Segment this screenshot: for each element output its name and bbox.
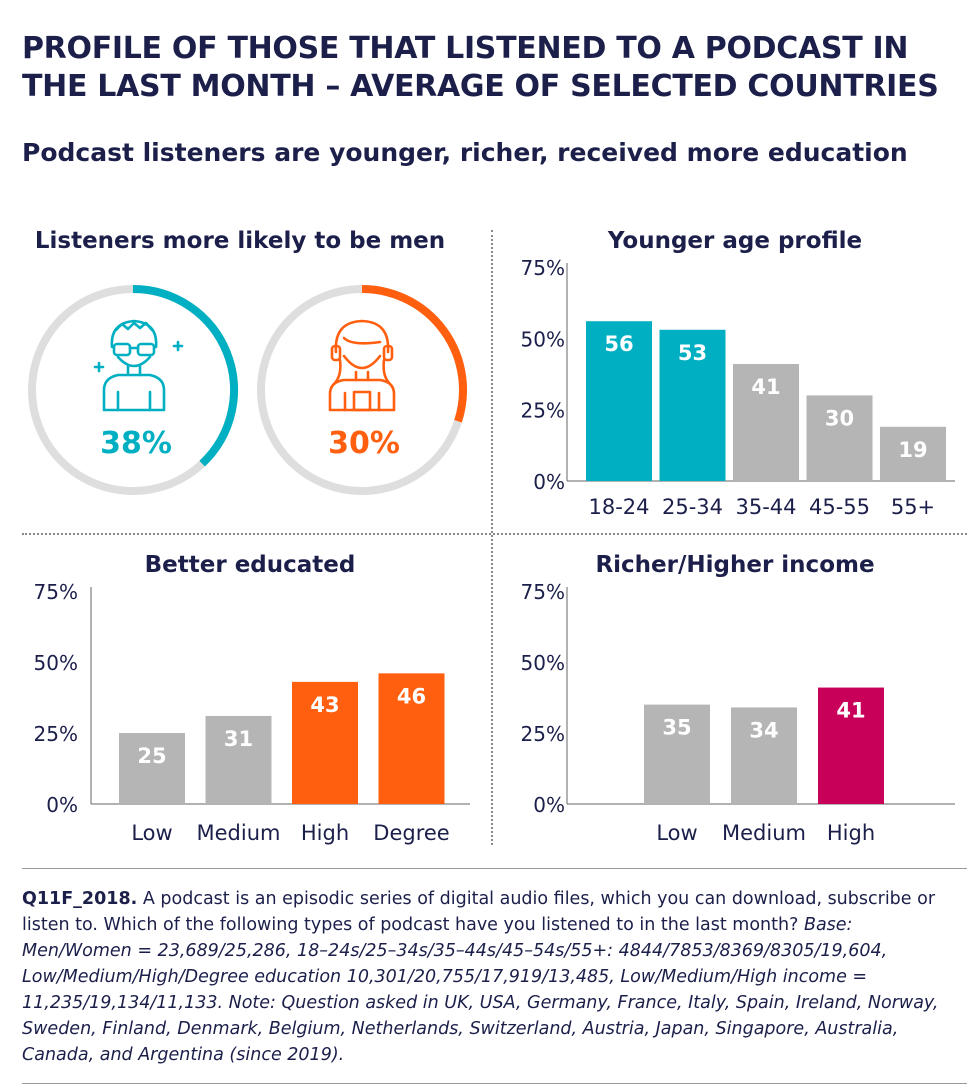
income-y-tick-label: 0%: [533, 793, 565, 817]
age-bar-value-label: 53: [678, 341, 707, 365]
footer-divider-bottom: [22, 1083, 967, 1084]
education-bar-value-label: 46: [397, 684, 426, 708]
footer-divider-top: [22, 868, 967, 869]
footer-question-code: Q11F_2018.: [22, 889, 138, 909]
income-bar: [644, 704, 710, 804]
education-x-tick-label: Medium: [197, 821, 281, 845]
income-bar: [731, 707, 797, 804]
age-chart-title: Younger age profile: [607, 228, 863, 254]
income-y-tick-label: 75%: [521, 580, 565, 604]
education-bar: [292, 681, 358, 804]
income-bar-value-label: 35: [662, 716, 691, 740]
education-x-tick-label: Low: [131, 821, 172, 845]
education-x-tick-label: High: [301, 821, 349, 845]
education-bar-value-label: 31: [224, 727, 253, 751]
education-bar: [205, 715, 272, 804]
footer-question-text: A podcast is an episodic series of digit…: [22, 889, 936, 935]
page-subtitle: Podcast listeners are younger, richer, r…: [22, 138, 908, 167]
education-y-tick-label: 50%: [34, 651, 78, 675]
age-x-tick-label: 25-34: [662, 495, 723, 519]
income-chart-title: Richer/Higher income: [595, 552, 875, 578]
age-bar: [880, 426, 946, 481]
education-x-tick-label: Degree: [373, 821, 449, 845]
education-y-tick-label: 25%: [34, 722, 78, 746]
education-bar: [378, 673, 445, 804]
education-bar-value-label: 25: [137, 744, 166, 768]
income-y-tick-label: 25%: [521, 722, 565, 746]
women-percent-label: 30%: [328, 426, 400, 461]
age-bar: [586, 321, 652, 481]
education-bar-value-label: 43: [310, 693, 339, 717]
age-bar: [733, 364, 799, 481]
income-bar: [818, 687, 884, 804]
women-ring-track: [257, 285, 467, 495]
men-ring-track: [28, 285, 238, 495]
education-y-tick-label: 75%: [34, 580, 78, 604]
age-bar-value-label: 41: [751, 375, 780, 399]
men-ring-arc: [132, 285, 239, 467]
income-bar-value-label: 34: [749, 718, 778, 742]
vertical-divider: [491, 230, 493, 845]
income-x-tick-label: High: [827, 821, 875, 845]
age-x-tick-label: 55+: [891, 495, 935, 519]
age-x-tick-label: 35-44: [735, 495, 796, 519]
age-x-tick-label: 45-55: [809, 495, 870, 519]
income-bar-value-label: 41: [836, 699, 865, 723]
education-y-tick-label: 0%: [46, 793, 78, 817]
page-title: PROFILE OF THOSE THAT LISTENED TO A PODC…: [22, 31, 939, 104]
age-bar: [806, 395, 873, 481]
horizontal-divider: [22, 533, 967, 535]
income-y-tick-label: 50%: [521, 651, 565, 675]
education-bar: [119, 733, 185, 804]
age-y-tick-label: 25%: [521, 399, 565, 423]
footer-note: Q11F_2018. A podcast is an episodic seri…: [22, 886, 957, 1068]
income-x-tick-label: Medium: [722, 821, 806, 845]
income-x-tick-label: Low: [656, 821, 697, 845]
age-y-tick-label: 0%: [533, 470, 565, 494]
age-bar-value-label: 19: [898, 438, 927, 462]
age-y-tick-label: 75%: [521, 256, 565, 280]
man-icon: [93, 319, 184, 412]
age-bar-value-label: 56: [604, 332, 633, 356]
woman-icon: [328, 319, 396, 412]
age-bar: [659, 329, 726, 481]
gender-panel-title: Listeners more likely to be men: [34, 228, 446, 254]
age-bar-value-label: 30: [825, 406, 854, 430]
age-y-tick-label: 50%: [521, 327, 565, 351]
women-ring-arc: [361, 285, 467, 423]
age-x-tick-label: 18-24: [588, 495, 649, 519]
footer-base-note: Base: Men/Women = 23,689/25,286, 18–24s/…: [22, 915, 939, 1065]
men-percent-label: 38%: [100, 426, 172, 461]
education-chart-title: Better educated: [144, 552, 356, 578]
